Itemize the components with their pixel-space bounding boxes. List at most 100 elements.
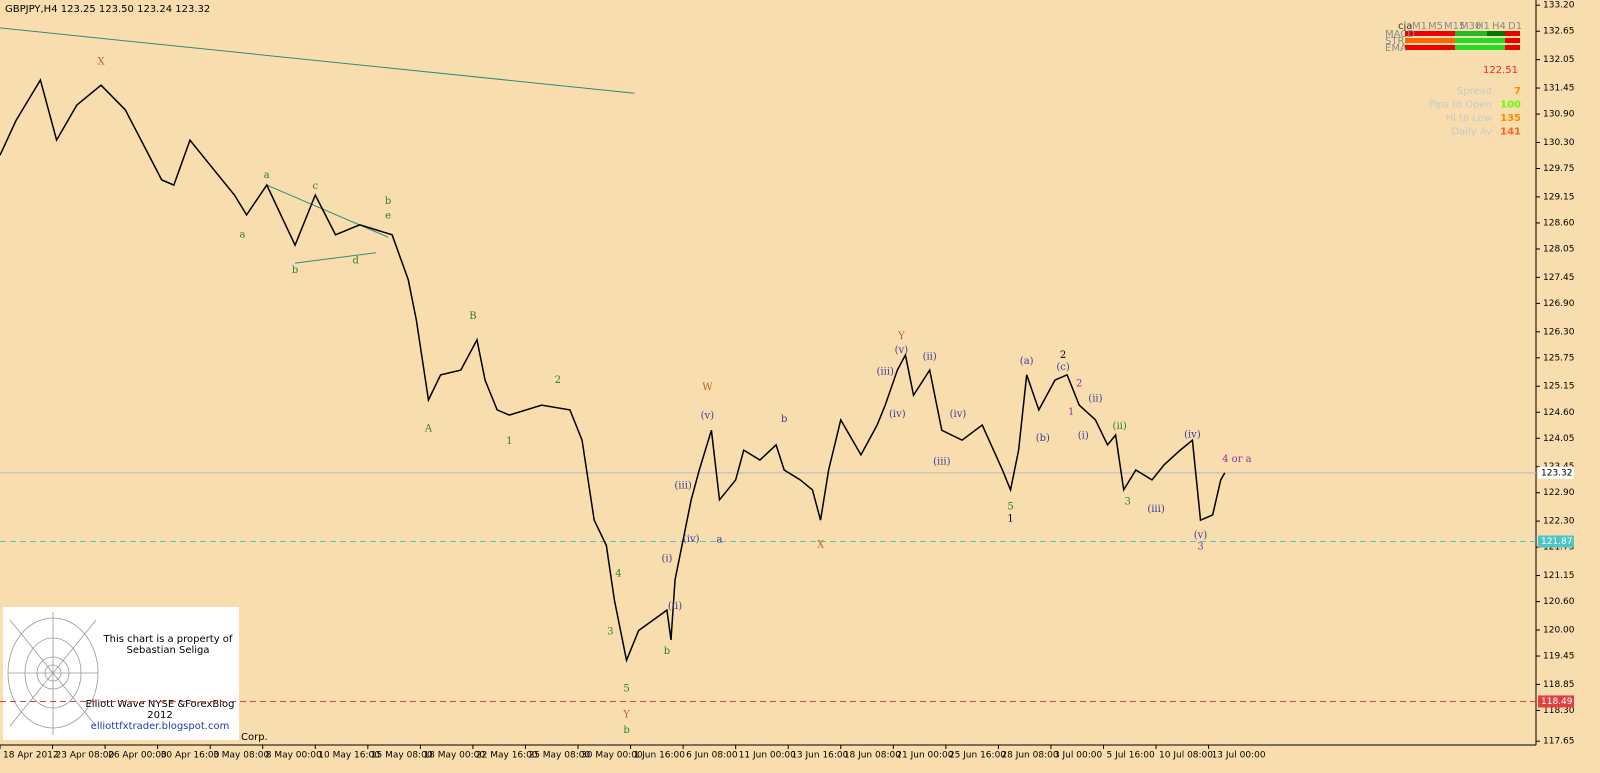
y-tick-label: 124.05 [1543, 434, 1575, 444]
y-tick-label: 121.15 [1543, 571, 1575, 581]
wave-label: 4 [615, 569, 621, 580]
wave-label: (iii) [877, 367, 894, 378]
wave-label: (i) [661, 553, 672, 564]
price-line-series [0, 78, 1226, 663]
y-tick-label: 118.85 [1543, 680, 1575, 690]
info-panel: cja [1398, 21, 1520, 50]
wave-label: b [781, 414, 787, 425]
x-tick-label: 30 May 00:00 [581, 751, 643, 761]
x-tick-label: 5 Jul 16:00 [1106, 751, 1155, 761]
header: GBPJPY,H4 123.25 123.50 123.24 123.32 [5, 4, 210, 15]
wave-label: a [717, 535, 723, 546]
stat-label: Spread [1457, 86, 1492, 97]
y-tick-label: 117.65 [1543, 737, 1575, 747]
wave-label: (iii) [933, 456, 950, 467]
stat-value: 135 [1500, 113, 1521, 124]
x-tick-label: 18 Jun 08:00 [844, 751, 901, 761]
watermark-box [3, 607, 239, 740]
stat-value: 141 [1500, 127, 1521, 138]
y-tick-label: 119.45 [1543, 652, 1575, 662]
bar [1405, 38, 1455, 43]
x-tick-label: 10 Jul 08:00 [1159, 751, 1213, 761]
y-tick-label: 129.75 [1543, 164, 1575, 174]
wave-label: (iv) [683, 534, 700, 545]
wave-label: (ii) [1113, 421, 1127, 432]
wave-label: Y [622, 710, 630, 721]
price-tag-label: 121.87 [1541, 537, 1573, 547]
wave-label: (a) [1020, 356, 1034, 367]
wave-label: 4 or a [1222, 454, 1252, 465]
x-tick-label: 8 May 00:00 [266, 751, 322, 761]
y-tick-label: 132.65 [1543, 27, 1575, 37]
bar [1405, 45, 1455, 50]
x-tick-label: 30 Apr 16:00 [161, 751, 220, 761]
y-tick-label: 124.60 [1543, 408, 1575, 418]
y-tick-label: 127.45 [1543, 273, 1575, 283]
timeframe-label: H4 [1492, 21, 1506, 32]
bar [1505, 45, 1520, 50]
stat-label: Pips to Open [1429, 100, 1492, 111]
timeframe-label: M15 [1444, 21, 1465, 32]
x-tick-label: 18 Apr 2012 [3, 751, 59, 761]
y-tick-label: 131.45 [1543, 84, 1575, 94]
wave-label: 3 [1197, 542, 1203, 553]
row-label: STR [1385, 36, 1404, 47]
wave-label: 3 [1125, 497, 1131, 508]
timeframe-label: D1 [1508, 21, 1522, 32]
wave-label: (v) [701, 411, 715, 422]
price-tag [1538, 695, 1574, 708]
x-tick-label: 1 Jun 16:00 [634, 751, 686, 761]
watermark-text: Elliott Wave NYSE &ForexBlog [85, 699, 234, 710]
wave-label: 5 [1007, 501, 1013, 512]
wave-label: (iv) [1184, 429, 1201, 440]
row-label: MACD [1385, 29, 1415, 40]
wave-label: 2 [1076, 378, 1082, 389]
wave-label: 3 [607, 626, 613, 637]
y-tick-label: 128.60 [1543, 218, 1575, 228]
x-tick-label: 26 Apr 00:00 [108, 751, 167, 761]
y-tick-label: 130.30 [1543, 138, 1575, 148]
x-tick-label: 10 May 16:00 [318, 751, 380, 761]
y-tick-label: 125.15 [1543, 382, 1575, 392]
wave-label: A [424, 423, 433, 434]
bar [1405, 31, 1455, 36]
price-tag-label: 123.32 [1541, 468, 1573, 478]
watermark-text: This chart is a property of [103, 634, 233, 645]
y-tick-label: 130.90 [1543, 110, 1575, 120]
wave-label: (iv) [889, 409, 906, 420]
wave-label: Y [897, 331, 905, 342]
wave-label: a [264, 170, 270, 181]
trendline [295, 252, 376, 264]
wave-label: b [623, 725, 629, 736]
stat-label: Daily Av [1451, 127, 1492, 138]
stat-label: Hi to Low [1446, 113, 1492, 124]
wave-label: (ii) [668, 601, 682, 612]
y-tick-label: 132.05 [1543, 55, 1575, 65]
bar [1505, 31, 1520, 36]
watermark-text: Sebastian Seliga [126, 645, 209, 656]
stat-value: 100 [1500, 100, 1521, 111]
wave-label: W [702, 382, 713, 393]
x-tick-label: 25 Jun 16:00 [949, 751, 1006, 761]
bar [1455, 45, 1505, 50]
wave-label: (ii) [1088, 394, 1102, 405]
watermark: This chart is a property of Sebastian Se… [3, 607, 268, 743]
x-tick-label: 28 Jun 08:00 [1001, 751, 1058, 761]
y-tick-label: 118.30 [1543, 706, 1575, 716]
y-tick-label: 120.00 [1543, 625, 1575, 635]
wave-label: b [385, 196, 391, 207]
indicator-name: cja [1398, 21, 1412, 32]
wave-label: X [97, 57, 105, 68]
x-tick-label: 22 May 16:00 [476, 751, 538, 761]
wave-label: (v) [1194, 530, 1208, 541]
timeframe-label: H1 [1476, 21, 1490, 32]
price-tag [1538, 535, 1574, 548]
watermark-link[interactable]: elliottfxtrader.blogspot.com [91, 721, 230, 732]
row-label: EMA [1385, 43, 1407, 54]
wave-label: 2 [1060, 350, 1066, 361]
bar [1505, 38, 1520, 43]
x-tick-label: 6 Jun 08:00 [686, 751, 738, 761]
timeframe-label: M5 [1428, 21, 1443, 32]
timeframe-label: M30 [1460, 21, 1481, 32]
